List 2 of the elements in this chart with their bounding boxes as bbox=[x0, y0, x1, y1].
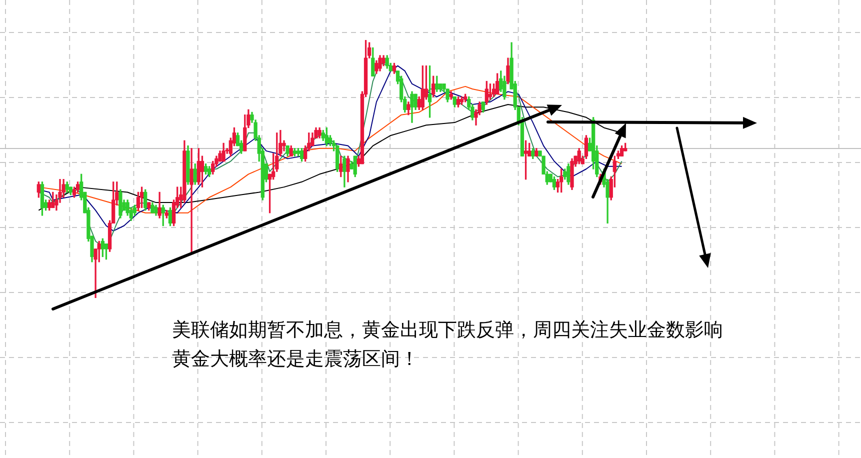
text: 黄金大概率还是走震荡区间！ bbox=[172, 347, 420, 372]
text: 美联储如期暂不加息，黄金出现下跌反弹，周四关注失业金数影响 bbox=[172, 318, 723, 343]
